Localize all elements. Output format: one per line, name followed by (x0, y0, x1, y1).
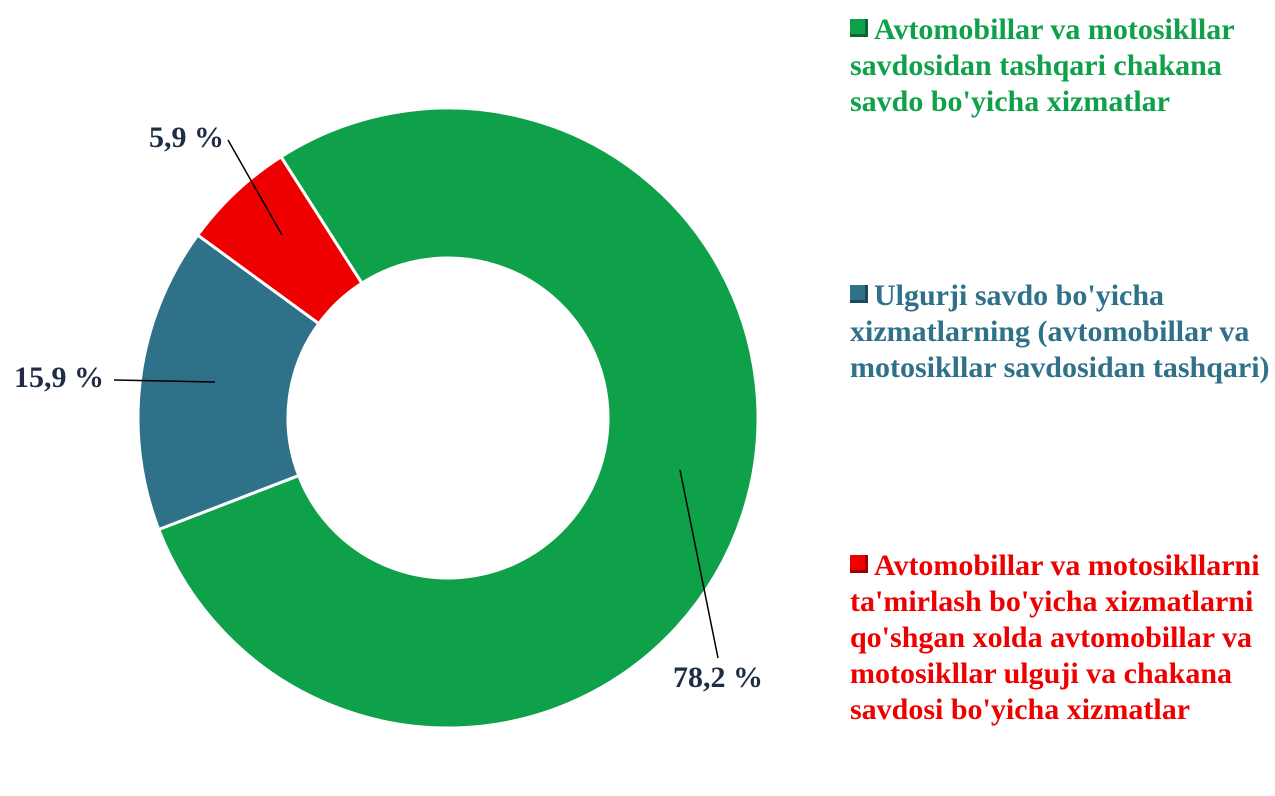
chart: 78,2 % 15,9 % 5,9 % (14, 106, 763, 730)
legend-entry: Avtomobillar va motosikllar savdosidan t… (850, 12, 1270, 120)
data-label: 5,9 % (149, 121, 224, 154)
leader-line (113, 379, 216, 383)
legend-entry: Avtomobillar va motosikllarni ta'mirlash… (850, 548, 1270, 728)
data-label: 78,2 % (673, 661, 763, 694)
legend-swatch (850, 19, 868, 37)
donut-slice (136, 232, 321, 532)
legend-label: Avtomobillar va motosikllar savdosidan t… (850, 13, 1234, 118)
legend-swatch (850, 555, 868, 573)
legend-label: Avtomobillar va motosikllarni ta'mirlash… (850, 549, 1260, 726)
legend-entry: Ulgurji savdo bo'yicha xizmatlarning (av… (850, 278, 1270, 386)
leader-line (679, 469, 719, 659)
legend-label: Ulgurji savdo bo'yicha xizmatlarning (av… (850, 279, 1270, 384)
donut-slice (195, 154, 364, 326)
donut-slice (156, 106, 760, 730)
legend-swatch (850, 285, 868, 303)
data-label: 15,9 % (14, 361, 104, 394)
leader-line (227, 139, 283, 236)
